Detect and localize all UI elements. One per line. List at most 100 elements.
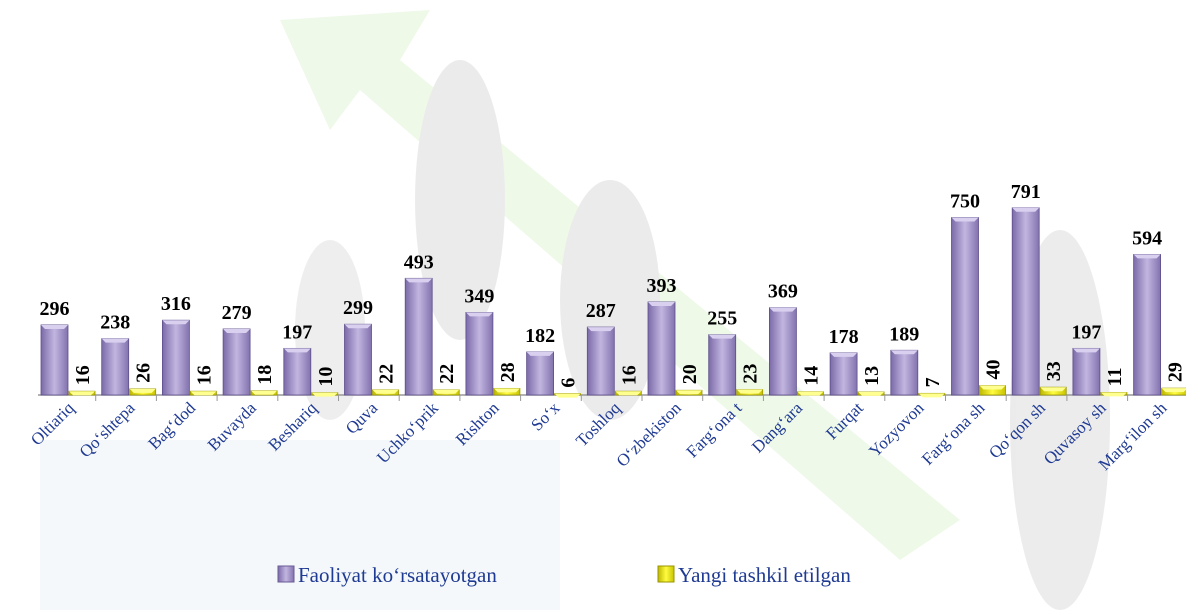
data-label: 791 — [1011, 181, 1041, 203]
bar — [829, 352, 858, 396]
bar-top — [433, 389, 460, 394]
bar — [344, 323, 372, 396]
data-label: 369 — [768, 281, 798, 303]
data-label: 296 — [40, 298, 70, 320]
bar-top — [1012, 207, 1040, 212]
bar-top — [979, 385, 1006, 390]
bar — [1133, 254, 1161, 396]
x-tick-label: Yozyovon — [865, 398, 928, 461]
data-label: 16 — [618, 365, 640, 385]
bar — [586, 326, 615, 396]
bar-top — [101, 338, 129, 343]
data-label: 16 — [72, 365, 94, 385]
bar-top — [526, 351, 554, 356]
bar-top — [587, 327, 615, 332]
bar — [40, 324, 69, 396]
bar-top — [344, 324, 372, 329]
data-label: 23 — [740, 364, 762, 384]
data-label: 20 — [679, 364, 701, 384]
data-label: 7 — [922, 377, 944, 387]
data-label: 349 — [464, 285, 494, 307]
bar-top — [372, 389, 399, 394]
data-label: 33 — [1043, 361, 1065, 381]
data-label: 16 — [193, 365, 215, 385]
bar-top — [797, 391, 824, 396]
data-label: 14 — [800, 366, 822, 386]
bar-top — [615, 391, 642, 396]
bar — [1072, 347, 1101, 396]
data-label: 28 — [497, 362, 519, 382]
data-label: 13 — [861, 366, 883, 386]
legend-label: Yangi tashkil etilgan — [678, 563, 851, 587]
bar — [769, 307, 797, 396]
bar-top — [769, 307, 797, 312]
bar-top — [190, 391, 217, 396]
bar — [222, 328, 251, 396]
bar-top — [708, 334, 736, 339]
bar-top — [311, 392, 338, 397]
legend-label: Faoliyat ko‘rsatayotgan — [298, 563, 497, 587]
bar-top — [918, 393, 945, 398]
bar-top — [1161, 388, 1186, 393]
bar — [708, 334, 737, 396]
data-label: 29 — [1165, 362, 1186, 382]
data-label: 40 — [983, 360, 1005, 380]
bar-top — [830, 352, 858, 357]
data-label: 393 — [647, 275, 677, 297]
data-label: 197 — [1071, 321, 1101, 343]
x-tick-label: So‘x — [527, 398, 563, 434]
bar-top — [1100, 392, 1127, 397]
data-label: 22 — [376, 364, 398, 384]
data-label: 299 — [343, 297, 373, 319]
bar — [1011, 207, 1040, 396]
data-label: 316 — [161, 293, 191, 315]
bar — [951, 217, 979, 396]
bar-top — [283, 348, 311, 353]
bar-top — [223, 328, 251, 333]
data-label: 255 — [707, 308, 737, 330]
bar-top — [554, 393, 581, 398]
data-label: 287 — [586, 300, 616, 322]
bar — [526, 351, 554, 396]
data-label: 279 — [222, 302, 252, 324]
x-tick-label: Farg‘ona sh — [918, 398, 989, 469]
bar — [101, 338, 130, 396]
data-label: 594 — [1132, 227, 1162, 249]
data-label: 6 — [558, 378, 580, 388]
data-label: 238 — [100, 312, 130, 334]
bar — [647, 301, 676, 396]
bar-top — [648, 301, 675, 306]
data-label: 11 — [1104, 367, 1126, 386]
data-label: 178 — [829, 326, 859, 348]
data-label: 750 — [950, 191, 980, 213]
data-label: 182 — [525, 325, 555, 347]
legend-swatch — [277, 565, 295, 583]
data-label: 10 — [315, 367, 337, 387]
legend-swatch — [657, 565, 675, 583]
bar-top — [1072, 348, 1100, 353]
bar-top — [736, 389, 763, 394]
bar-top — [465, 312, 493, 317]
bar-top — [162, 320, 190, 325]
bar-top — [676, 390, 702, 395]
bar-top — [1040, 387, 1067, 392]
background-decoration — [40, 10, 1110, 610]
bar-top — [41, 324, 68, 329]
bar-top — [493, 388, 520, 393]
bar-top — [405, 278, 433, 283]
data-label: 197 — [282, 321, 312, 343]
bar-top — [129, 388, 156, 393]
bar-top — [69, 391, 95, 396]
bar — [161, 319, 190, 396]
data-label: 18 — [254, 365, 276, 385]
bar-top — [1133, 254, 1161, 259]
bar-top — [890, 350, 918, 355]
bar-top — [858, 391, 885, 396]
x-tick-label: Farg‘ona t — [683, 398, 746, 461]
bar-top — [251, 390, 278, 395]
bar-top — [951, 217, 979, 222]
data-label: 189 — [889, 323, 919, 345]
data-label: 493 — [404, 251, 434, 273]
data-label: 26 — [133, 363, 155, 383]
